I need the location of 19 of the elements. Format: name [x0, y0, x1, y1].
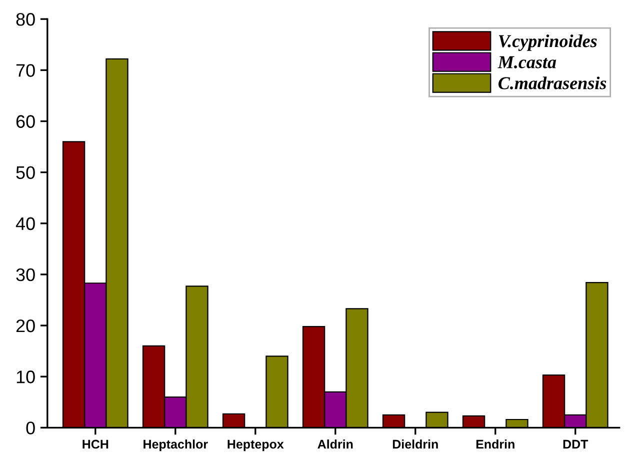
- y-tick-label: 10: [16, 370, 35, 384]
- x-tick-label: Heptepox: [228, 440, 284, 452]
- legend-label: V.cyprinoides: [498, 34, 597, 51]
- y-tick-label: 70: [16, 64, 35, 77]
- x-tick-label: Dieldrin: [392, 439, 438, 449]
- x-tick-label: DDT: [563, 440, 588, 449]
- y-tick-label: 80: [16, 13, 35, 26]
- y-tick-label: 0: [26, 422, 35, 434]
- x-tick-label: Aldrin: [318, 439, 353, 449]
- x-tick-label: Endrin: [476, 439, 514, 449]
- y-tick-label: 60: [16, 115, 35, 128]
- y-tick-label: 30: [16, 268, 35, 282]
- legend-label: C.madrasensis: [498, 76, 606, 90]
- y-tick-label: 40: [16, 217, 35, 230]
- x-tick-label: Heptachlor: [144, 439, 208, 452]
- y-tick-label: 20: [16, 319, 35, 332]
- y-tick-label: 50: [16, 166, 35, 180]
- x-tick-label: HCH: [82, 440, 108, 449]
- legend-label: M.casta: [498, 56, 556, 68]
